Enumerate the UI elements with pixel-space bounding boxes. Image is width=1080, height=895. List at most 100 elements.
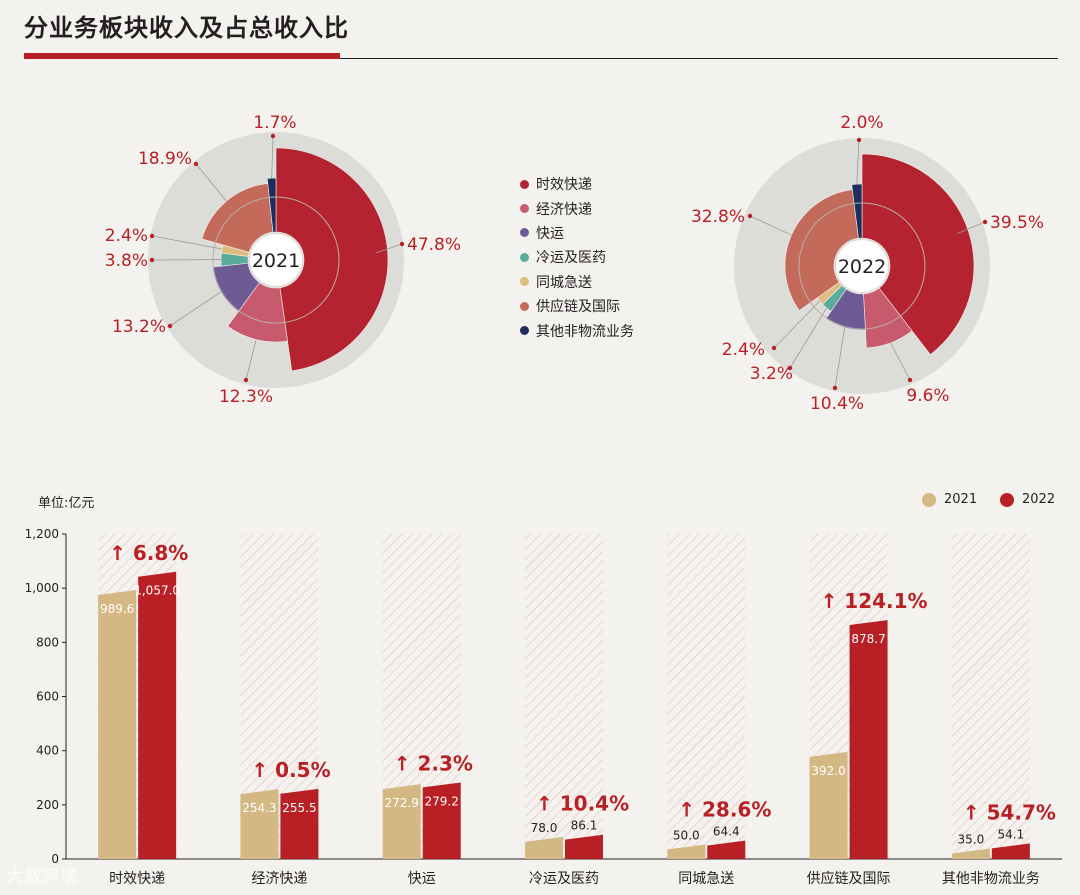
page-title: 分业务板块收入及占总收入比: [24, 14, 349, 42]
category-legend: 时效快递 经济快递 快运 冷运及医药 同城急送 供应链及国际 其他非物流业务: [520, 172, 634, 343]
pie-leader-dot: [193, 161, 199, 167]
pie-leader-dot: [787, 365, 793, 371]
x-category-label: 供应链及国际: [807, 870, 891, 887]
bar-2021: [382, 784, 421, 859]
watermark: 大数跨境: [6, 866, 78, 887]
pie-leader-line: [890, 342, 911, 381]
pie-leader-dot: [982, 219, 988, 225]
pie-leader-dot: [907, 377, 913, 383]
growth-arrow-icon: ↑: [963, 800, 987, 824]
legend-item: 供应链及国际: [520, 294, 634, 318]
bar-2022: [422, 782, 461, 859]
bar-chart: 0 200 400 600 800 1,000 1,200 989.61,057.0 ↑ 6.8…: [25, 527, 1062, 887]
bar-2022-value-label: 86.1: [571, 819, 598, 833]
legend-item: 同城急送: [520, 270, 634, 294]
legend-label: 同城急送: [536, 274, 592, 291]
legend-item: 冷运及医药: [520, 245, 634, 269]
pie-slice: [266, 177, 277, 233]
pie-leader-line: [169, 291, 221, 327]
x-category-label: 其他非物流业务: [942, 871, 1040, 887]
x-category-label: 冷运及医药: [529, 871, 599, 887]
legend-2022-label: 2022: [1022, 492, 1056, 507]
y-tick-label: 600: [36, 690, 59, 704]
pie-leader-dot: [149, 233, 155, 239]
pie-value-label: 3.2%: [750, 364, 793, 384]
pie-value-label: 47.8%: [407, 235, 461, 255]
pie-leader-line: [245, 339, 257, 381]
growth-value: 6.8%: [133, 541, 188, 565]
legend-label: 快运: [536, 225, 564, 242]
bar-2022: [849, 620, 888, 859]
pie-value-label: 12.3%: [219, 387, 273, 407]
pie-value-label: 3.8%: [105, 251, 148, 271]
growth-value: 54.7%: [987, 800, 1056, 824]
pie-value-label: 2.4%: [722, 340, 765, 360]
legend-swatch: [520, 252, 529, 262]
bar-2021: [240, 789, 279, 859]
pie-leader-line: [271, 135, 274, 179]
x-category-label: 时效快递: [109, 871, 165, 887]
pie-center-disc: [250, 234, 302, 286]
pie-center-disc: [836, 240, 888, 292]
pie-slice: [851, 183, 863, 239]
growth-label: ↑ 28.6%: [678, 798, 771, 822]
pie-leader-dot: [771, 345, 777, 351]
bar-2021-value-label: 254.3: [242, 801, 276, 815]
growth-value: 10.4%: [560, 792, 629, 816]
growth-label: ↑ 6.8%: [109, 541, 188, 565]
pie-leader-dot: [832, 385, 838, 391]
growth-value: 124.1%: [844, 589, 927, 613]
legend-2021-label: 2021: [944, 492, 978, 507]
pie-leader-dot: [270, 133, 276, 139]
pie-leader-line: [195, 163, 227, 202]
legend-swatch: [520, 277, 529, 287]
growth-label: ↑ 54.7%: [963, 800, 1056, 824]
pie-value-label: 2.0%: [840, 113, 883, 133]
pie-leader-line: [749, 215, 792, 236]
pie-leader-line: [773, 300, 820, 349]
pie-slice: [227, 282, 288, 343]
legend-2022: 2022: [1000, 492, 1055, 507]
legend-swatch: [520, 204, 529, 214]
legend-label: 其他非物流业务: [536, 323, 634, 340]
bar-2021: [809, 751, 848, 859]
legend-2021-swatch: [922, 492, 936, 507]
bar-2021-value-label: 78.0: [531, 821, 558, 835]
bar-background-stripe: [525, 534, 603, 859]
bar-2021-value-label: 50.0: [673, 828, 700, 842]
pie-inner-ring: [212, 196, 340, 324]
bar-2022-value-label: 255.5: [282, 801, 316, 815]
bar-2021-value-label: 272.9: [385, 796, 419, 810]
legend-2021: 2021: [922, 492, 977, 507]
growth-arrow-icon: ↑: [821, 589, 845, 613]
pie-leader-line: [856, 139, 860, 185]
legend-item: 快运: [520, 221, 634, 245]
bar-2022-value-label: 54.1: [997, 827, 1024, 841]
pie-value-label: 39.5%: [990, 213, 1044, 233]
bar-2022: [565, 834, 603, 859]
growth-arrow-icon: ↑: [536, 792, 560, 816]
pie-slice: [861, 153, 975, 356]
bar-2022-value-label: 279.2: [425, 794, 459, 808]
legend-item: 经济快递: [520, 196, 634, 220]
growth-label: ↑ 2.3%: [394, 751, 473, 775]
pie-value-label: 10.4%: [810, 394, 864, 414]
pie-leader-dot: [399, 241, 405, 247]
pie-value-label: 18.9%: [138, 149, 192, 169]
unit-label: 单位:亿元: [38, 496, 95, 511]
bar-2022: [138, 571, 177, 859]
pie-inner-ring: [798, 202, 926, 330]
pie-center-label: 2022: [838, 256, 886, 278]
pie-leader-line: [151, 235, 223, 250]
pie-slice: [825, 288, 866, 331]
growth-value: 28.6%: [702, 798, 771, 822]
pie-leader-dot: [243, 377, 249, 383]
legend-item: 其他非物流业务: [520, 318, 634, 342]
legend-swatch: [520, 228, 529, 238]
growth-arrow-icon: ↑: [678, 798, 702, 822]
bar-background-stripe: [951, 534, 1030, 859]
growth-value: 2.3%: [417, 751, 472, 775]
bar-2021-value-label: 392.0: [811, 764, 845, 778]
y-tick-label: 0: [51, 852, 59, 866]
pie-chart-2022: 39.5% 9.6% 10.4% 3.2% 2.4% 32.8% 2.0% 2022: [691, 113, 1044, 414]
